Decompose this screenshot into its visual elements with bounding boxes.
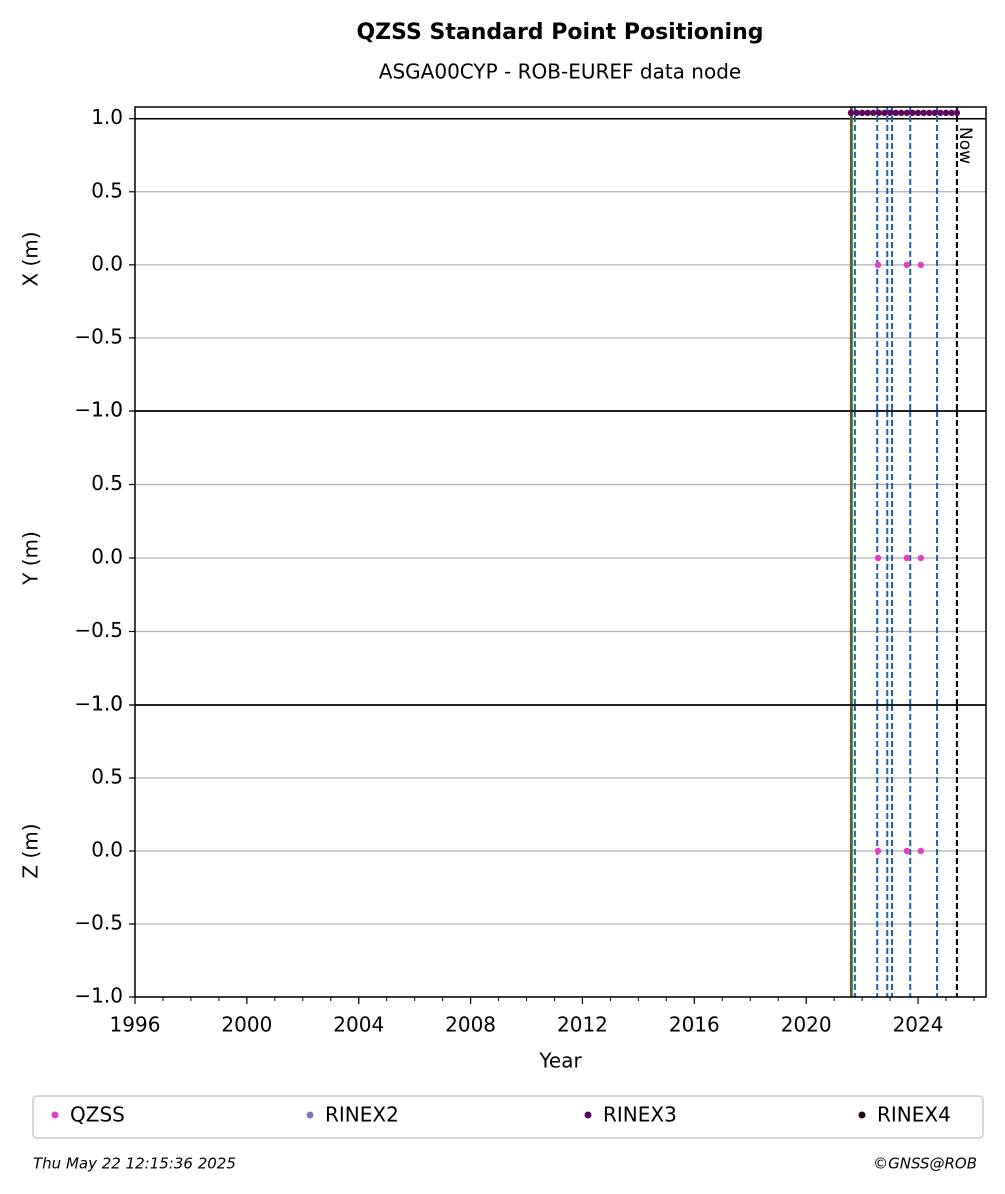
y-tick-label: 0.5 [91,178,123,202]
legend-marker [858,1111,866,1119]
x-tick-label: 2000 [221,1013,272,1037]
data-point [948,109,955,117]
data-point [881,109,888,117]
legend-marker [306,1111,314,1119]
data-point [937,109,944,117]
data-point [864,109,871,117]
x-tick-label: 2004 [333,1013,384,1037]
y-tick-label: 1.0 [91,105,123,129]
data-point [903,847,911,855]
y-tick-label: 0.0 [91,251,123,275]
data-point [886,109,894,117]
x-axis-label: Year [538,1049,582,1073]
x-tick-label: 2016 [669,1013,720,1037]
y-axis-label: Y (m) [19,531,43,586]
data-point [874,261,882,269]
x-tick-label: 2008 [445,1013,496,1037]
data-point [874,847,882,855]
y-tick-label: −0.5 [74,911,123,935]
y-tick-label: 1.0 [91,692,123,716]
legend-label: RINEX4 [877,1103,951,1127]
data-point [903,109,911,117]
legend-box [32,1095,984,1139]
data-point [942,109,950,117]
y-tick-label: 1.0 [91,398,123,422]
y-tick-label: 0.5 [91,471,123,495]
event-label: Now [955,127,975,164]
y-axis-label: X (m) [19,231,43,286]
y-tick-label: 0.5 [91,765,123,789]
data-point [953,109,961,117]
y-tick-label: −1.0 [74,984,123,1008]
legend-label: QZSS [70,1103,125,1127]
y-axis-label: Z (m) [19,823,43,878]
x-tick-label: 1996 [110,1013,161,1037]
chart-subtitle: ASGA00CYP - ROB-EUREF data node [379,60,741,84]
data-point [917,847,925,855]
data-point [903,261,911,269]
data-point [931,109,939,117]
data-point [914,109,922,117]
data-point [870,109,877,117]
x-tick-label: 2024 [893,1013,944,1037]
data-point [917,554,925,562]
data-point [898,109,905,117]
y-tick-label: −0.5 [74,618,123,642]
plot-frame [134,704,987,998]
data-point [909,109,916,117]
footer-left: Thu May 22 12:15:36 2025 [33,1155,236,1173]
y-tick-label: −1.0 [74,398,123,422]
data-point [853,109,860,117]
data-point [920,109,927,117]
legend-marker [584,1111,592,1119]
data-point [847,109,855,117]
data-point [858,109,866,117]
x-tick-label: 2012 [557,1013,608,1037]
x-tick-label: 2020 [781,1013,832,1037]
data-point [892,109,899,117]
legend-label: RINEX3 [603,1103,677,1127]
y-tick-label: 0.0 [91,838,123,862]
data-point [875,109,883,117]
y-tick-label: −1.0 [74,692,123,716]
data-point [874,554,882,562]
plot-frame [134,106,987,412]
y-tick-label: 0.0 [91,545,123,569]
legend-label: RINEX2 [325,1103,399,1127]
data-point [903,554,911,562]
y-tick-label: −0.5 [74,324,123,348]
data-point [926,109,933,117]
data-point [917,261,925,269]
chart-title: QZSS Standard Point Positioning [356,20,763,45]
footer-right: ©GNSS@ROB [873,1155,977,1173]
legend-marker [51,1111,59,1119]
